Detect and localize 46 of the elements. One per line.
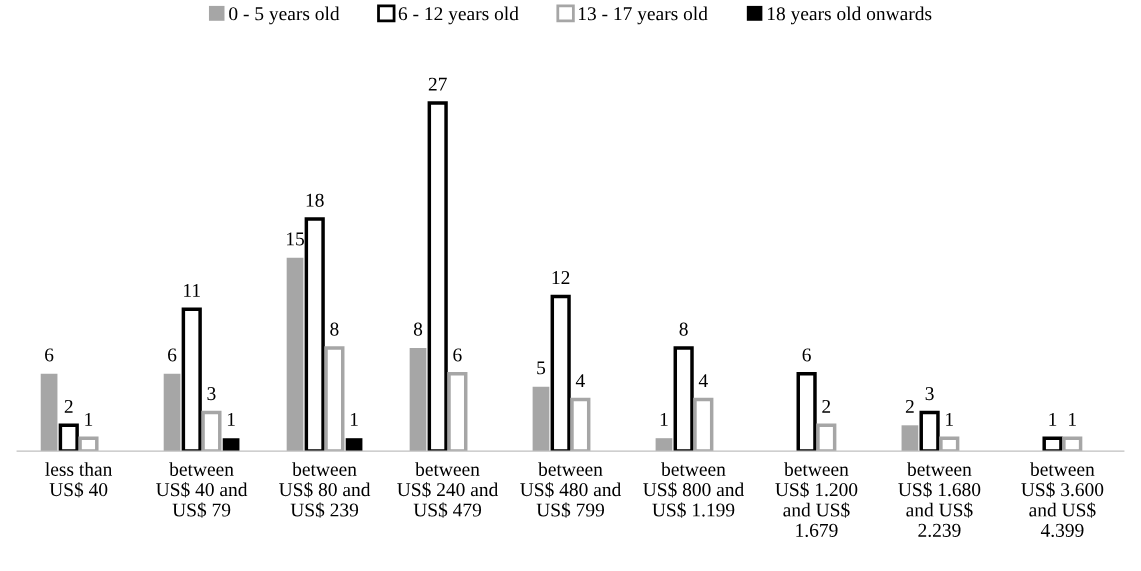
data-label: 1: [350, 412, 358, 426]
data-label: 1: [1069, 412, 1076, 426]
x-tick-label: between US$ 40 and US$ 79: [156, 462, 248, 518]
x-tick-label: between US$ 80 and US$ 239: [279, 462, 371, 518]
data-label: 1: [85, 412, 93, 426]
legend-label: 18 years old onwards: [767, 6, 932, 25]
bar: [532, 386, 550, 452]
data-label: 1: [1049, 412, 1057, 426]
data-label: 1: [660, 412, 668, 426]
data-label: 2: [905, 399, 914, 413]
data-label: 12: [552, 271, 570, 284]
data-label: 15: [287, 232, 304, 246]
data-label: 6: [453, 348, 462, 362]
data-label: 8: [413, 322, 423, 336]
x-tick-label: between US$ 1.200 and US$ 1.679: [775, 462, 858, 537]
data-label: 2: [822, 399, 831, 413]
data-label: 4: [698, 374, 708, 388]
legend-label: 13 - 17 years old: [578, 6, 708, 25]
data-label: 18: [306, 193, 324, 207]
bar: [40, 373, 58, 452]
data-label: 3: [207, 387, 216, 401]
data-label: 4: [575, 374, 585, 388]
data-label: 11: [184, 283, 200, 297]
x-tick-label: between US$ 800 and US$ 1.199: [643, 462, 745, 518]
x-tick-label: between US$ 240 and US$ 479: [397, 462, 499, 518]
data-label: 27: [428, 77, 447, 91]
legend-label: 0 - 5 years old: [229, 6, 340, 25]
legend-label: 6 - 12 years old: [398, 6, 519, 25]
data-label: 1: [227, 412, 235, 426]
data-label: 8: [679, 322, 688, 336]
x-tick-label: between US$ 1.680 and US$ 2.239: [898, 462, 981, 537]
x-tick-label: less than US$ 40: [45, 462, 113, 498]
x-tick-label: between US$ 480 and US$ 799: [520, 462, 622, 518]
data-label: 2: [64, 399, 73, 413]
x-tick-label: between US$ 3.600 and US$ 4.399: [1021, 462, 1104, 537]
bar: [286, 257, 304, 452]
data-label: 8: [330, 322, 339, 336]
data-label: 1: [946, 412, 953, 426]
bar: [409, 347, 427, 452]
data-label: 6: [45, 348, 54, 362]
data-label: 6: [802, 348, 811, 362]
bar: [163, 373, 181, 452]
data-label: 5: [537, 361, 546, 375]
data-label: 6: [168, 348, 177, 362]
bar: [901, 425, 919, 452]
data-label: 3: [925, 387, 934, 401]
